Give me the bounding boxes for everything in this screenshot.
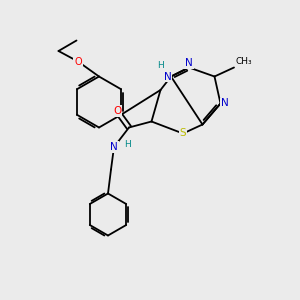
Text: N: N xyxy=(221,98,229,109)
Text: O: O xyxy=(74,56,82,67)
Text: N: N xyxy=(110,142,118,152)
Text: S: S xyxy=(180,128,186,139)
Text: O: O xyxy=(113,106,121,116)
Text: N: N xyxy=(185,58,193,68)
Text: N: N xyxy=(164,71,171,82)
Text: H: H xyxy=(157,61,164,70)
Text: CH₃: CH₃ xyxy=(236,57,252,66)
Text: H: H xyxy=(124,140,131,148)
